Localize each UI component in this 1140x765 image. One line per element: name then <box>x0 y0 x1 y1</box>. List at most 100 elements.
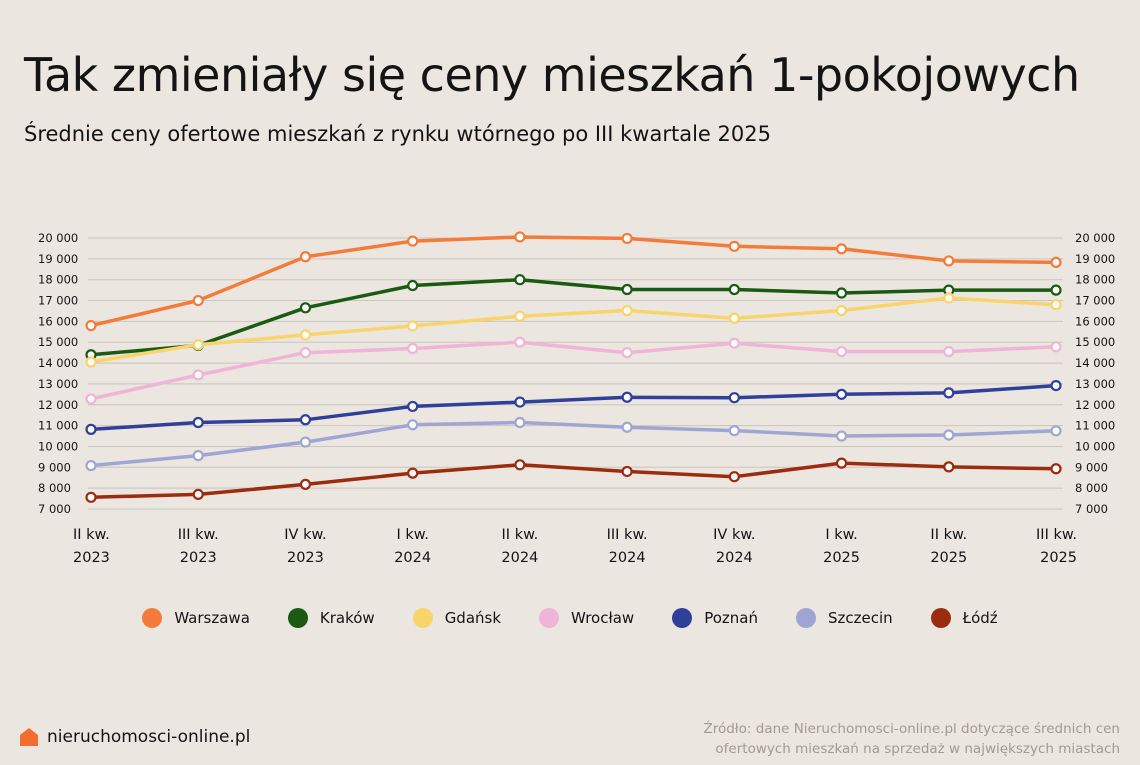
data-point <box>1050 463 1062 475</box>
data-point <box>407 400 419 413</box>
legend-item: Kraków <box>287 608 375 628</box>
data-point <box>621 465 633 478</box>
y-tick-label-right: 13 000 <box>1075 377 1115 391</box>
x-tick-label-year: 2023 <box>287 550 324 566</box>
data-point <box>514 310 526 322</box>
house-icon <box>20 728 38 746</box>
brand-name: nieruchomosci-online.pl <box>47 727 251 747</box>
x-tick-label-quarter: III kw. <box>178 527 219 543</box>
data-point <box>514 416 526 429</box>
data-point <box>85 423 97 435</box>
y-tick-label-right: 15 000 <box>1075 335 1115 349</box>
y-tick-label-right: 14 000 <box>1075 356 1115 370</box>
data-point <box>1050 256 1062 268</box>
y-tick-label-right: 19 000 <box>1075 252 1115 266</box>
data-point <box>1050 299 1062 311</box>
data-point <box>407 279 419 292</box>
x-tick-label-quarter: I kw. <box>825 527 857 543</box>
legend-item: Gdańsk <box>412 608 501 628</box>
series-line-2 <box>89 296 1058 364</box>
data-point <box>943 292 955 304</box>
data-point <box>835 457 848 469</box>
data-point <box>621 347 633 359</box>
data-point <box>728 471 740 483</box>
y-tick-label-right: 9 000 <box>1075 460 1108 474</box>
legend-label: Warszawa <box>174 609 250 627</box>
y-tick-label-left: 7 000 <box>38 502 71 516</box>
y-tick-label-left: 16 000 <box>38 314 78 328</box>
chart-subtitle: Średnie ceny ofertowe mieszkań z rynku w… <box>24 122 771 146</box>
data-point <box>299 251 312 263</box>
data-point <box>621 232 633 245</box>
data-point <box>407 342 419 355</box>
data-point <box>835 388 848 400</box>
data-point <box>728 425 740 437</box>
data-point <box>943 346 955 358</box>
legend-swatch <box>930 608 951 628</box>
series-line-5 <box>89 420 1058 468</box>
chart-title: Tak zmieniały się ceny mieszkań 1-pokojo… <box>24 48 1080 102</box>
source-note: Źródło: dane Nieruchomosci-online.pl dot… <box>660 719 1120 759</box>
x-tick-label-year: 2024 <box>609 550 646 566</box>
data-point <box>299 478 312 491</box>
y-tick-label-left: 17 000 <box>38 294 78 308</box>
source-line-1: Źródło: dane Nieruchomosci-online.pl dot… <box>703 721 1120 737</box>
data-point <box>943 461 955 473</box>
x-tick-label-year: 2023 <box>73 550 110 566</box>
x-tick-label-year: 2024 <box>716 550 753 566</box>
data-point <box>407 320 419 332</box>
y-tick-label-left: 9 000 <box>38 460 71 474</box>
series-line-3 <box>89 340 1058 401</box>
data-point <box>299 347 312 359</box>
x-tick-label-quarter: II kw. <box>930 527 967 543</box>
data-point <box>728 392 740 404</box>
data-point <box>85 460 97 472</box>
data-point <box>621 304 633 317</box>
brand-logo[interactable]: nieruchomosci-online.pl <box>20 727 250 747</box>
data-point <box>514 274 526 286</box>
series-line-0 <box>89 235 1058 328</box>
x-tick-label-year: 2025 <box>823 550 860 566</box>
y-tick-label-left: 8 000 <box>38 481 71 495</box>
data-point <box>943 429 955 441</box>
y-tick-label-left: 11 000 <box>38 419 78 433</box>
data-point <box>728 312 740 324</box>
data-point <box>192 369 204 381</box>
legend-label: Kraków <box>319 609 375 627</box>
y-tick-label-left: 13 000 <box>38 377 78 391</box>
legend-swatch <box>539 608 560 628</box>
legend-item: Wrocław <box>539 608 634 628</box>
data-point <box>943 255 955 267</box>
data-point <box>1050 341 1062 353</box>
data-point <box>728 240 740 252</box>
data-point <box>192 416 204 429</box>
x-tick-label-year: 2024 <box>501 550 538 566</box>
data-point <box>85 356 97 368</box>
legend-swatch <box>795 608 816 628</box>
y-tick-label-right: 11 000 <box>1075 419 1115 433</box>
line-chart: 20 000 20 000 19 000 19 000 18 000 18 000 17 0… <box>38 231 1115 566</box>
data-point <box>407 467 419 479</box>
legend-item: Szczecin <box>795 608 893 628</box>
legend-swatch <box>142 608 163 628</box>
y-tick-label-left: 20 000 <box>38 231 78 245</box>
data-point <box>299 302 312 314</box>
series-line-6 <box>89 461 1058 500</box>
data-point <box>192 488 204 501</box>
data-point <box>728 283 740 296</box>
data-point <box>835 430 848 442</box>
y-tick-label-right: 7 000 <box>1075 502 1108 516</box>
data-point <box>1050 379 1062 392</box>
data-point <box>835 304 848 317</box>
x-tick-label-quarter: IV kw. <box>713 527 755 543</box>
legend-label: Wrocław <box>571 609 635 627</box>
y-tick-label-right: 8 000 <box>1075 481 1108 495</box>
y-tick-label-left: 14 000 <box>38 356 78 370</box>
x-tick-label-year: 2024 <box>394 550 431 566</box>
source-line-2: ofertowych mieszkań na sprzedaż w najwię… <box>715 741 1120 757</box>
data-point <box>514 459 526 471</box>
legend-item: Łódź <box>930 608 998 628</box>
x-tick-label-year: 2023 <box>180 550 217 566</box>
data-point <box>835 243 848 255</box>
legend-swatch <box>412 608 433 628</box>
